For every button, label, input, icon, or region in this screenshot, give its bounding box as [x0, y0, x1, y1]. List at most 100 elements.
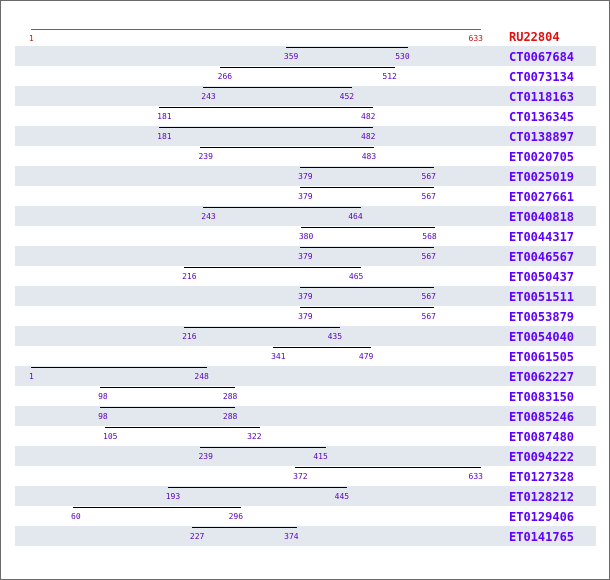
end-position-label: 452	[339, 92, 355, 101]
end-position-label: 567	[421, 192, 436, 201]
start-position-label: 379	[298, 192, 313, 201]
start-position-label: 98	[98, 412, 108, 421]
alignment-row: 380 568 ET0044317	[15, 226, 596, 246]
alignment-bar	[300, 167, 434, 168]
start-position-label: 216	[182, 332, 197, 341]
start-position-label: 379	[298, 312, 313, 321]
sequence-id-link[interactable]: ET0061505	[509, 350, 575, 364]
start-position-label: 341	[271, 352, 286, 361]
sequence-id-link[interactable]: ET0094222	[509, 450, 575, 464]
alignment-bar	[285, 47, 408, 48]
start-position-label: 1	[29, 34, 34, 43]
alignment-bar	[105, 427, 260, 428]
start-position-label: 1	[29, 372, 34, 381]
alignment-bar	[159, 127, 374, 128]
reference-row: 1 633 RU22804	[15, 29, 596, 45]
end-position-label: 415	[313, 452, 328, 461]
alignment-row: 341 479 ET0061505	[15, 346, 596, 366]
alignment-row: 105 322 ET0087480	[15, 426, 596, 446]
alignment-row: 193 445 ET0128212	[15, 486, 596, 506]
alignment-bar	[203, 87, 353, 88]
sequence-id-link[interactable]: RU22804	[509, 30, 560, 44]
end-position-label: 512	[382, 72, 397, 81]
end-position-label: 567	[421, 312, 436, 321]
sequence-id-link[interactable]: ET0129406	[509, 510, 575, 524]
start-position-label: 216	[182, 272, 197, 281]
sequence-id-link[interactable]: ET0083150	[509, 390, 575, 404]
sequence-id-link[interactable]: ET0141765	[509, 530, 575, 544]
start-position-label: 372	[293, 472, 308, 481]
alignment-row: 227 374 ET0141765	[15, 526, 596, 546]
sequence-id-link[interactable]: ET0128212	[509, 490, 575, 504]
start-position-label: 243	[201, 92, 216, 101]
end-position-label: 568	[422, 232, 437, 241]
alignment-bar	[203, 207, 361, 208]
alignment-row: 98 288 ET0083150	[15, 386, 596, 406]
sequence-id-link[interactable]: CT0118163	[509, 90, 575, 104]
alignment-bar	[159, 107, 374, 108]
sequence-id-link[interactable]: ET0062227	[509, 370, 575, 384]
alignment-bar	[184, 267, 362, 268]
alignment-bar	[31, 367, 207, 368]
sequence-id-link[interactable]: ET0050437	[509, 270, 575, 284]
alignment-row: 239 415 ET0094222	[15, 446, 596, 466]
alignment-bar	[300, 307, 434, 308]
alignment-bar	[100, 407, 236, 408]
alignment-row: 266 512 CT0073134	[15, 66, 596, 86]
alignment-bar	[295, 467, 481, 468]
sequence-id-link[interactable]: ET0053879	[509, 310, 575, 324]
sequence-id-link[interactable]: ET0046567	[509, 250, 575, 264]
alignment-row: 60 296 ET0129406	[15, 506, 596, 526]
alignment-bar	[273, 347, 372, 348]
end-position-label: 296	[228, 512, 244, 521]
alignment-bar	[219, 67, 395, 68]
end-position-label: 248	[194, 372, 209, 381]
alignment-row: 243 464 ET0040818	[15, 206, 596, 226]
sequence-id-link[interactable]: ET0087480	[509, 430, 575, 444]
sequence-id-link[interactable]: ET0025019	[509, 170, 575, 184]
sequence-id-link[interactable]: ET0085246	[509, 410, 575, 424]
alignment-bar	[200, 147, 375, 148]
start-position-label: 227	[189, 532, 205, 541]
sequence-id-link[interactable]: ET0020705	[509, 150, 575, 164]
start-position-label: 243	[201, 212, 216, 221]
alignment-row: 1 248 ET0062227	[15, 366, 596, 386]
end-position-label: 464	[348, 212, 363, 221]
alignment-bar	[200, 447, 326, 448]
start-position-label: 266	[217, 72, 233, 81]
sequence-id-link[interactable]: CT0138897	[509, 130, 575, 144]
alignment-row: 379 567 ET0025019	[15, 166, 596, 186]
start-position-label: 181	[157, 112, 172, 121]
sequence-id-link[interactable]: ET0040818	[509, 210, 575, 224]
alignment-row: 243 452 CT0118163	[15, 86, 596, 106]
start-position-label: 105	[103, 432, 118, 441]
alignment-bar	[100, 387, 236, 388]
start-position-label: 239	[198, 452, 213, 461]
start-position-label: 60	[71, 512, 81, 521]
sequence-id-link[interactable]: ET0044317	[509, 230, 575, 244]
sequence-id-link[interactable]: CT0073134	[509, 70, 575, 84]
end-position-label: 465	[348, 272, 364, 281]
end-position-label: 633	[468, 472, 483, 481]
alignment-row: 181 482 CT0136345	[15, 106, 596, 126]
alignment-row: 181 482 CT0138897	[15, 126, 596, 146]
end-position-label: 482	[361, 112, 376, 121]
start-position-label: 98	[98, 392, 108, 401]
alignment-row: 216 435 ET0054040	[15, 326, 596, 346]
end-position-label: 322	[247, 432, 262, 441]
end-position-label: 633	[468, 34, 483, 43]
alignment-row: 359 530 CT0067684	[15, 46, 596, 66]
sequence-id-link[interactable]: ET0051511	[509, 290, 575, 304]
sequence-id-link[interactable]: ET0054040	[509, 330, 575, 344]
end-position-label: 530	[395, 52, 410, 61]
sequence-id-link[interactable]: ET0027661	[509, 190, 575, 204]
alignment-row: 216 465 ET0050437	[15, 266, 596, 286]
alignment-bar	[191, 527, 297, 528]
alignment-bar	[300, 227, 435, 228]
end-position-label: 288	[222, 412, 238, 421]
sequence-id-link[interactable]: CT0067684	[509, 50, 575, 64]
alignment-bar	[73, 507, 242, 508]
sequence-id-link[interactable]: ET0127328	[509, 470, 575, 484]
alignment-bar	[300, 187, 434, 188]
sequence-id-link[interactable]: CT0136345	[509, 110, 575, 124]
